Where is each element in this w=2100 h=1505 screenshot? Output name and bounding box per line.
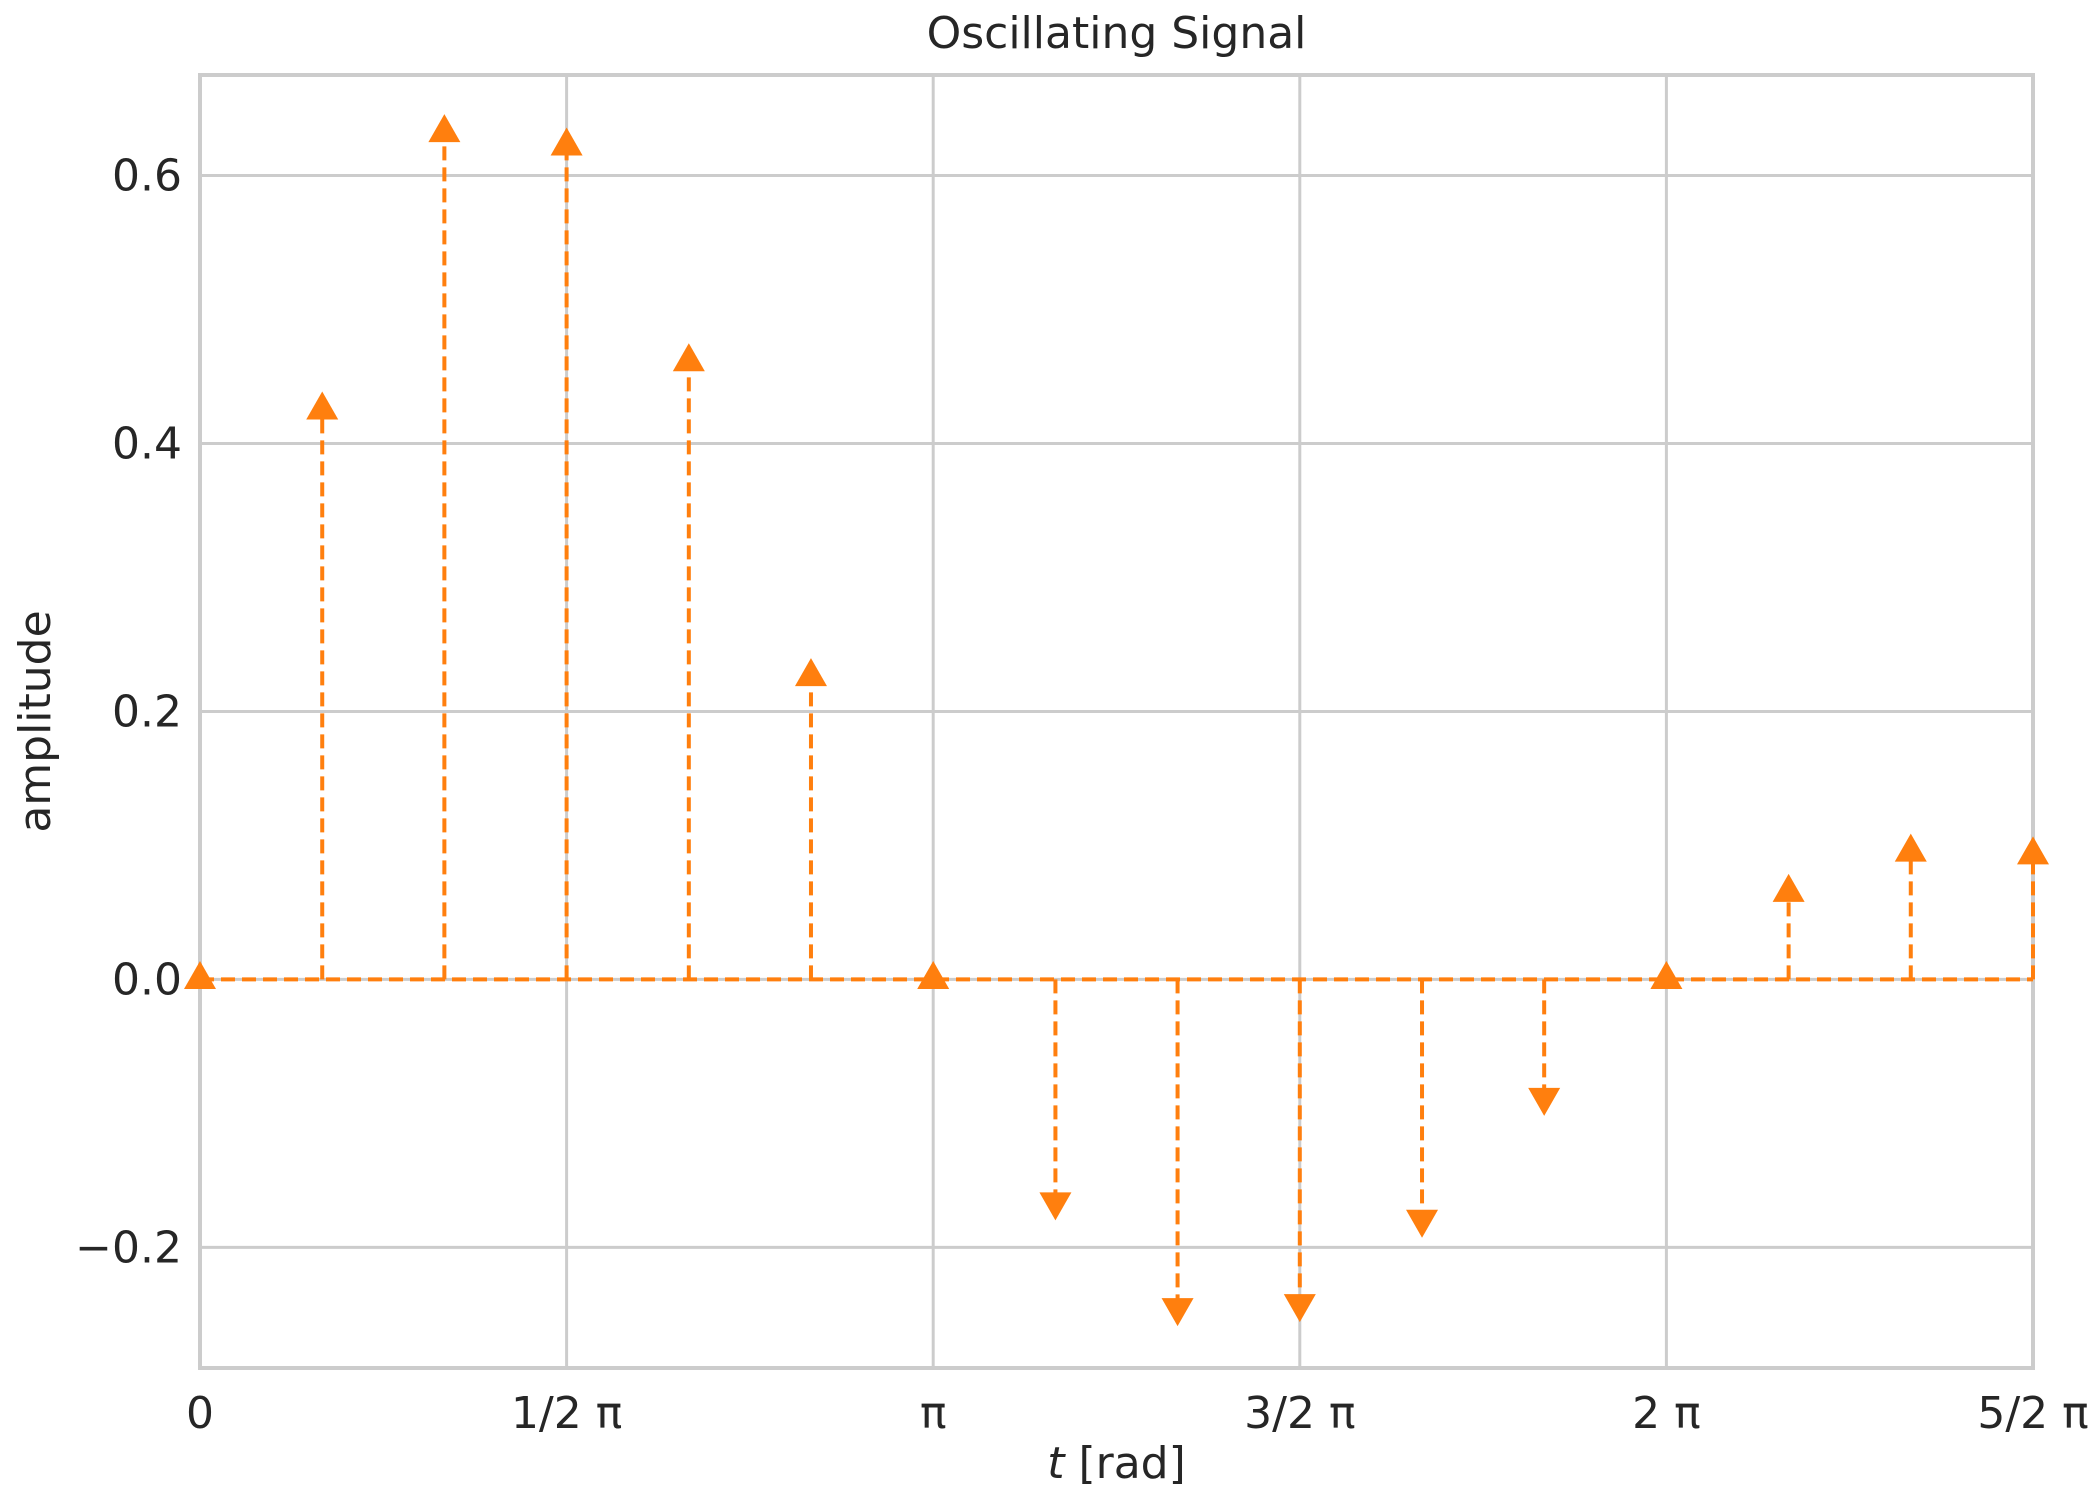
stem-marker (1039, 1192, 1072, 1221)
x-axis-label-unit: [rad] (1064, 1438, 1185, 1489)
y-tick-label: −0.2 (75, 1222, 182, 1273)
stem-marker (550, 127, 583, 156)
stem-marker (1406, 1209, 1439, 1238)
y-tick-label: 0.6 (112, 150, 182, 201)
stem-marker (917, 960, 950, 989)
stem-marker (672, 343, 705, 372)
y-tick-label: 0.2 (112, 686, 182, 737)
y-axis-ticks: −0.2 0.0 0.2 0.4 0.6 (75, 150, 182, 1273)
stem-marker (184, 960, 216, 989)
stem-marker (306, 391, 339, 420)
x-axis-ticks: 0 1/2 π π 3/2 π 2 π 5/2 π (186, 1388, 2089, 1439)
stem-marker (1772, 873, 1805, 902)
stem-marker (1161, 1298, 1194, 1327)
x-tick-label: 5/2 π (1977, 1388, 2088, 1439)
x-tick-label: 3/2 π (1244, 1388, 1355, 1439)
stem-marker (1528, 1087, 1561, 1116)
stem-marker (2017, 836, 2049, 865)
stem-marker (1650, 960, 1683, 989)
x-tick-label: 1/2 π (511, 1388, 622, 1439)
x-tick-label: π (920, 1388, 947, 1439)
stem-marker (1283, 1294, 1316, 1323)
y-tick-label: 0.4 (112, 418, 182, 469)
x-axis-label-var: t (1047, 1438, 1066, 1489)
x-tick-label: 0 (186, 1388, 214, 1439)
stem-marker (428, 114, 461, 143)
x-tick-label: 2 π (1632, 1388, 1700, 1439)
stems (184, 114, 2049, 1327)
y-axis-label: amplitude (10, 610, 61, 832)
plot-frame (198, 73, 2035, 1370)
stem-marker (794, 658, 827, 687)
stem-marker (1894, 833, 1927, 862)
x-axis-label: t [rad] (1047, 1438, 1186, 1489)
chart-title: Oscillating Signal (927, 8, 1307, 59)
grid (198, 75, 2035, 1368)
y-tick-label: 0.0 (112, 954, 182, 1005)
